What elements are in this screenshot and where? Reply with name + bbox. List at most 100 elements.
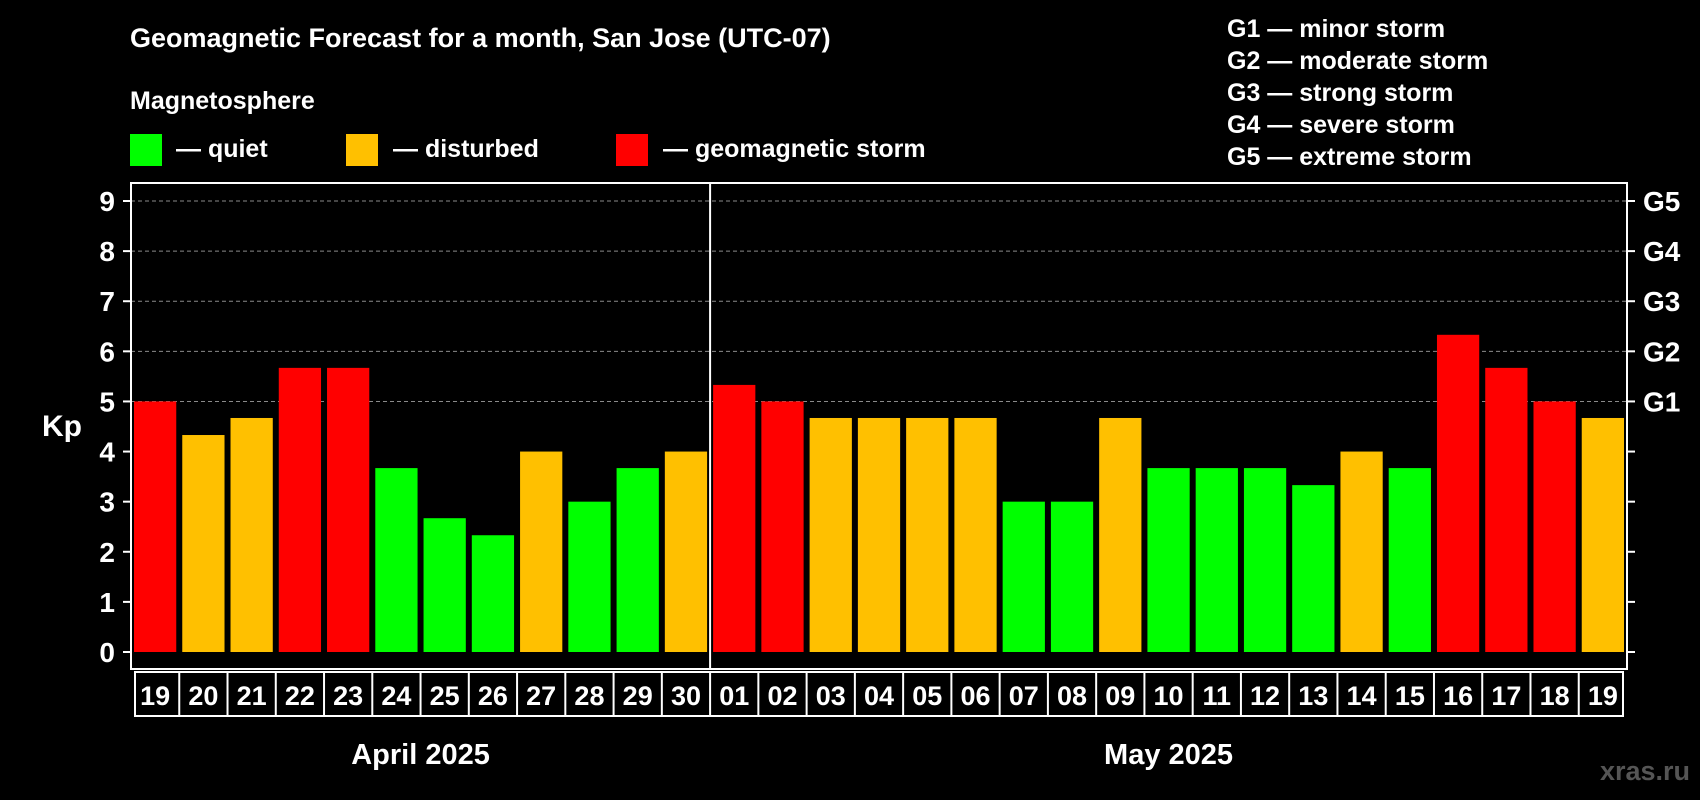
date-strip <box>134 671 1624 717</box>
x-tick-label-13: 02 <box>767 681 797 711</box>
bar-7 <box>471 535 515 652</box>
bar-19 <box>1050 501 1094 652</box>
bar-3 <box>278 367 322 652</box>
x-tick-label-27: 16 <box>1443 681 1473 711</box>
bar-29 <box>1533 401 1576 652</box>
y-tick-label-2: 2 <box>99 537 115 568</box>
storm-scale-g1: G1 — minor storm <box>1227 15 1445 43</box>
y-tick-label-9: 9 <box>99 186 115 217</box>
x-tick-label-3: 22 <box>285 681 315 711</box>
bar-22 <box>1195 468 1238 652</box>
x-tick-label-9: 28 <box>574 681 604 711</box>
bar-17 <box>954 417 997 652</box>
bar-15 <box>857 417 901 652</box>
bar-13 <box>761 401 804 652</box>
right-axis-label-g2: G2 <box>1643 336 1680 367</box>
y-tick-label-3: 3 <box>99 487 115 518</box>
storm-scale-g3: G3 — strong storm <box>1227 79 1453 107</box>
bar-16 <box>906 417 949 652</box>
bar-25 <box>1340 451 1383 652</box>
x-tick-label-21: 10 <box>1154 681 1184 711</box>
x-tick-label-19: 08 <box>1057 681 1087 711</box>
gridlines <box>131 200 1627 402</box>
watermark: xras.ru <box>1600 756 1690 786</box>
y-tick-label-4: 4 <box>99 437 115 468</box>
bar-1 <box>182 435 225 652</box>
y-tick-label-7: 7 <box>99 286 115 317</box>
bars <box>134 334 1624 652</box>
bar-8 <box>520 451 563 652</box>
x-tick-label-24: 13 <box>1298 681 1328 711</box>
bar-26 <box>1388 468 1431 652</box>
x-tick-label-6: 25 <box>430 681 460 711</box>
y-tick-label-6: 6 <box>99 336 115 367</box>
bar-23 <box>1243 468 1287 652</box>
legend-label-disturbed: — disturbed <box>393 135 539 163</box>
right-axis-label-g1: G1 <box>1643 386 1680 417</box>
x-tick-label-29: 18 <box>1540 681 1570 711</box>
right-axis-label-g3: G3 <box>1643 286 1680 317</box>
x-tick-label-25: 14 <box>1347 681 1377 711</box>
x-tick-label-22: 11 <box>1203 681 1232 711</box>
y-tick-label-0: 0 <box>99 637 115 668</box>
legend-swatch-disturbed <box>346 134 378 166</box>
x-tick-label-0: 19 <box>140 681 170 711</box>
legend-swatch-storm <box>616 134 648 166</box>
axes: 0 1 2 3 4 5 6 7 8 9 G1 G2 G3 G4 G5 <box>99 182 1681 670</box>
y-tick-label-1: 1 <box>99 587 115 618</box>
x-tick-label-17: 06 <box>960 681 990 711</box>
bar-11 <box>664 451 708 652</box>
legend-heading: Magnetosphere <box>130 87 315 115</box>
bar-10 <box>616 468 659 652</box>
x-tick-label-15: 04 <box>864 681 894 711</box>
right-axis-label-g5: G5 <box>1643 186 1680 217</box>
y-tick-label-8: 8 <box>99 236 115 267</box>
bar-27 <box>1436 334 1480 652</box>
storm-scale-g2: G2 — moderate storm <box>1227 47 1488 75</box>
bar-4 <box>327 367 370 652</box>
x-tick-label-28: 17 <box>1491 681 1521 711</box>
chart-title: Geomagnetic Forecast for a month, San Jo… <box>130 23 831 53</box>
x-tick-label-4: 23 <box>333 681 363 711</box>
bar-30 <box>1581 417 1624 652</box>
x-tick-label-16: 05 <box>912 681 942 711</box>
x-tick-label-14: 03 <box>816 681 846 711</box>
y-tick-label-5: 5 <box>99 386 115 417</box>
bar-24 <box>1292 485 1335 652</box>
storm-scale-g5: G5 — extreme storm <box>1227 143 1472 171</box>
x-tick-label-18: 07 <box>1009 681 1039 711</box>
bar-28 <box>1485 367 1528 652</box>
x-tick-label-20: 09 <box>1105 681 1135 711</box>
x-tick-label-12: 01 <box>719 681 749 711</box>
x-tick-label-7: 26 <box>478 681 508 711</box>
x-tick-label-2: 21 <box>237 681 267 711</box>
x-tick-label-8: 27 <box>526 681 556 711</box>
x-tick-label-23: 12 <box>1250 681 1280 711</box>
bar-21 <box>1147 468 1190 652</box>
bar-14 <box>809 417 852 652</box>
x-tick-label-1: 20 <box>188 681 218 711</box>
legend-label-storm: — geomagnetic storm <box>663 135 926 163</box>
bar-2 <box>230 417 273 652</box>
bar-20 <box>1099 417 1142 652</box>
bar-12 <box>713 384 756 652</box>
legend-label-quiet: — quiet <box>176 135 268 163</box>
bar-5 <box>375 468 418 652</box>
legend-swatch-quiet <box>130 134 162 166</box>
x-tick-label-10: 29 <box>623 681 653 711</box>
plot-frame <box>130 182 1628 670</box>
right-axis-label-g4: G4 <box>1643 236 1681 267</box>
bar-0 <box>134 401 177 652</box>
bar-9 <box>568 501 611 652</box>
storm-scale-g4: G4 — severe storm <box>1227 111 1455 139</box>
x-axis-labels: 19 20 21 22 23 24 25 26 27 28 29 30 01 02 03 04 05 06 07 08… <box>134 671 1624 717</box>
x-tick-label-30: 19 <box>1588 681 1618 711</box>
bar-6 <box>423 518 466 652</box>
x-tick-label-26: 15 <box>1395 681 1425 711</box>
bar-18 <box>1002 501 1045 652</box>
x-tick-label-11: 30 <box>671 681 701 711</box>
month-label-may: May 2025 <box>1104 739 1233 771</box>
y-axis-title: Kp <box>42 410 82 443</box>
month-label-april: April 2025 <box>351 739 490 771</box>
